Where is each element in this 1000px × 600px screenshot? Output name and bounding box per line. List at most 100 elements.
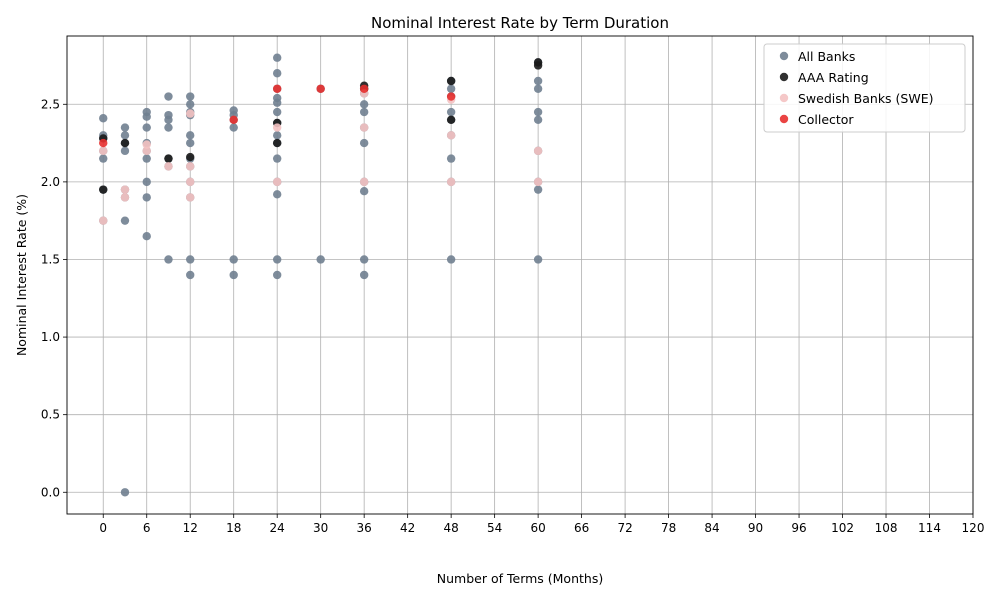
data-point — [533, 185, 543, 194]
x-tick-label: 78 — [661, 521, 676, 535]
data-point — [533, 177, 543, 187]
y-tick-label: 1.5 — [41, 252, 60, 266]
data-point — [359, 177, 369, 187]
x-axis: 0 6 12 18 24 30 36 42 48 54 60 66 72 78 84 90 96 102 108 11… — [99, 514, 984, 535]
data-point — [272, 138, 282, 148]
data-point — [229, 115, 238, 125]
data-point — [272, 131, 282, 140]
legend-marker — [779, 114, 789, 124]
data-point — [120, 131, 130, 140]
x-tick-label: 102 — [831, 521, 854, 535]
data-point — [272, 255, 282, 264]
data-point — [186, 152, 195, 162]
x-tick-label: 0 — [99, 521, 107, 535]
legend-label: AAA Rating — [798, 70, 869, 85]
legend-box — [763, 43, 966, 133]
data-point — [229, 270, 238, 280]
legend-marker — [779, 51, 789, 61]
data-point — [446, 154, 456, 163]
data-point — [272, 123, 282, 132]
data-point — [99, 114, 108, 123]
data-point — [186, 109, 195, 118]
data-point — [359, 123, 369, 132]
data-point — [120, 123, 130, 132]
data-point — [533, 115, 543, 125]
legend-label: Collector — [798, 112, 854, 127]
data-point — [533, 255, 543, 264]
data-point — [446, 84, 456, 93]
data-point — [359, 186, 369, 196]
data-point — [533, 107, 543, 117]
y-axis-title: Nominal Interest Rate (%) — [14, 194, 29, 356]
data-point — [359, 107, 369, 117]
data-point — [229, 123, 238, 132]
x-tick-label: 24 — [270, 521, 285, 535]
data-point — [164, 154, 173, 163]
x-tick-label: 120 — [962, 521, 985, 535]
data-point — [186, 138, 195, 148]
data-point — [316, 255, 325, 264]
data-point — [316, 84, 325, 93]
data-point — [272, 53, 282, 62]
series-collector — [99, 84, 456, 148]
data-point — [99, 216, 108, 225]
data-point — [120, 146, 130, 156]
data-point — [186, 255, 195, 264]
data-point — [186, 131, 195, 140]
data-point — [186, 92, 195, 101]
data-point — [186, 162, 195, 171]
data-point — [142, 232, 151, 241]
legend-label: Swedish Banks (SWE) — [798, 91, 934, 106]
data-point — [446, 92, 456, 101]
x-tick-label: 12 — [183, 521, 198, 535]
x-tick-label: 42 — [400, 521, 415, 535]
data-point — [164, 123, 173, 132]
data-point — [446, 177, 456, 187]
data-point — [446, 255, 456, 264]
x-tick-label: 6 — [143, 521, 151, 535]
data-point — [142, 146, 151, 156]
y-axis: 0.0 0.5 1.0 1.5 2.0 2.5 — [41, 97, 67, 499]
data-point — [142, 123, 151, 132]
data-point — [99, 146, 108, 156]
data-point — [186, 193, 195, 202]
x-tick-label: 54 — [487, 521, 502, 535]
data-point — [446, 131, 456, 140]
data-point — [164, 115, 173, 125]
legend-marker — [779, 93, 789, 103]
x-tick-label: 108 — [875, 521, 898, 535]
data-point — [120, 185, 130, 194]
x-tick-label: 36 — [357, 521, 372, 535]
data-point — [164, 162, 173, 171]
plot-frame — [66, 35, 974, 515]
x-tick-label: 60 — [530, 521, 545, 535]
x-tick-label: 90 — [748, 521, 763, 535]
data-point — [229, 255, 238, 264]
data-point — [272, 154, 282, 163]
data-point — [359, 100, 369, 109]
data-point — [120, 193, 130, 202]
data-point — [272, 270, 282, 280]
data-point — [359, 84, 369, 93]
legend: All Banks AAA Rating Swedish Banks (SWE) Co… — [763, 43, 966, 133]
data-points — [99, 53, 543, 497]
data-point — [142, 177, 151, 187]
data-point — [186, 177, 195, 187]
data-point — [533, 76, 543, 86]
x-tick-label: 30 — [313, 521, 328, 535]
x-tick-label: 72 — [617, 521, 632, 535]
data-point — [142, 112, 151, 121]
y-tick-label: 2.0 — [41, 175, 60, 189]
data-point — [99, 154, 108, 163]
data-point — [272, 84, 282, 93]
data-point — [272, 177, 282, 187]
data-point — [99, 138, 108, 148]
data-point — [272, 98, 282, 107]
x-tick-label: 48 — [444, 521, 459, 535]
data-point — [446, 115, 456, 125]
data-point — [142, 154, 151, 163]
data-point — [272, 107, 282, 117]
data-point — [120, 488, 130, 497]
data-point — [533, 146, 543, 156]
y-tick-label: 2.5 — [41, 97, 60, 111]
